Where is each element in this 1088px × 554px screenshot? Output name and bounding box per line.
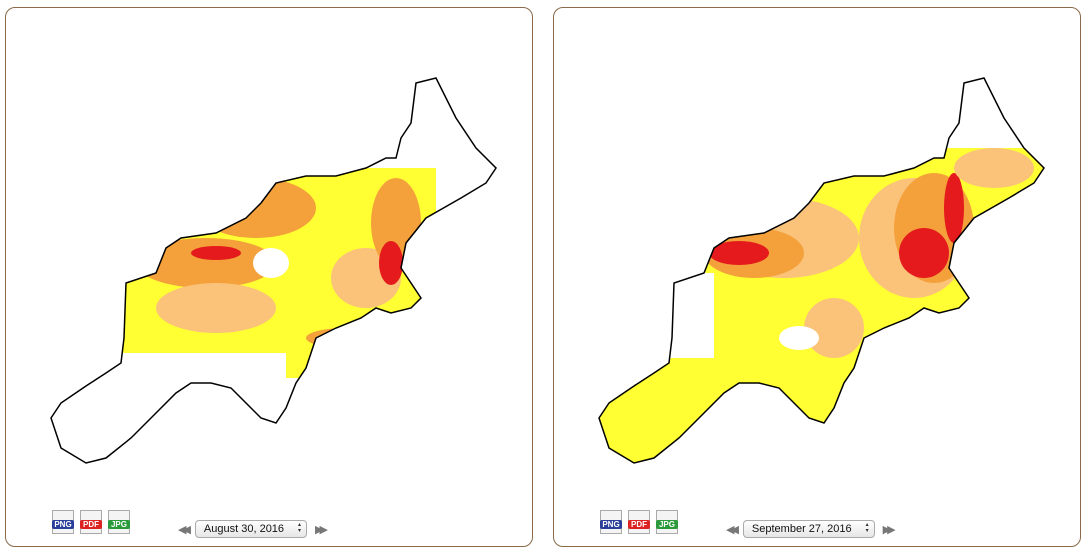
date-select[interactable]: August 30, 2016 <box>194 520 308 538</box>
prev-button[interactable]: ◀◀ <box>178 523 191 536</box>
export-icons: PNG PDF JPG <box>600 510 678 534</box>
export-button[interactable]: PDF <box>628 510 650 534</box>
next-button[interactable]: ▶▶ <box>882 523 896 536</box>
export-label: PDF <box>80 520 102 529</box>
export-label: PNG <box>52 520 74 529</box>
date-nav: ◀◀ September 27, 2016 ▶▶ <box>726 520 896 538</box>
date-nav: ◀◀ August 30, 2016 ▶▶ <box>178 520 328 538</box>
export-button[interactable]: JPG <box>108 510 130 534</box>
date-select[interactable]: September 27, 2016 <box>742 520 875 538</box>
drought-map <box>598 77 1045 464</box>
export-button[interactable]: JPG <box>656 510 678 534</box>
export-label: JPG <box>108 520 130 529</box>
export-button[interactable]: PNG <box>600 510 622 534</box>
export-icons: PNG PDF JPG <box>52 510 130 534</box>
next-button[interactable]: ▶▶ <box>315 523 328 536</box>
export-button[interactable]: PDF <box>80 510 102 534</box>
map-panel: PNG PDF JPG ◀◀ August 30, 2016 ▶▶ <box>5 7 533 547</box>
export-label: PDF <box>628 520 650 529</box>
prev-button[interactable]: ◀◀ <box>726 523 739 536</box>
export-label: PNG <box>600 520 622 529</box>
export-button[interactable]: PNG <box>52 510 74 534</box>
drought-map <box>50 77 497 464</box>
export-label: JPG <box>656 520 678 529</box>
map-panel: PNG PDF JPG ◀◀ September 27, 2016 ▶▶ <box>553 7 1081 547</box>
